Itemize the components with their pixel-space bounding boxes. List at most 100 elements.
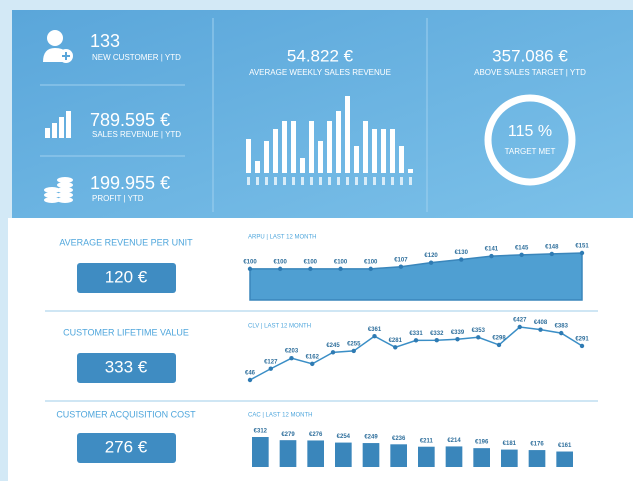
kpi-label: PROFIT | YTD bbox=[92, 194, 144, 203]
data-label: €46 bbox=[245, 371, 256, 377]
point bbox=[496, 342, 502, 348]
side-border bbox=[0, 218, 8, 481]
bar bbox=[381, 129, 386, 173]
data-label: €100 bbox=[304, 259, 318, 265]
point bbox=[459, 257, 464, 262]
data-label: €100 bbox=[364, 259, 378, 265]
bar bbox=[336, 111, 341, 173]
data-label: €236 bbox=[392, 436, 406, 442]
bar bbox=[279, 440, 297, 467]
point bbox=[579, 343, 585, 349]
data-label: €214 bbox=[447, 438, 461, 444]
point bbox=[247, 377, 253, 383]
bar bbox=[473, 448, 490, 467]
data-label: €332 bbox=[430, 331, 444, 337]
bar bbox=[445, 446, 463, 467]
data-label: €203 bbox=[285, 349, 299, 355]
metric-title: CUSTOMER ACQUISITION COST bbox=[56, 409, 196, 419]
bar bbox=[354, 146, 359, 173]
metric-box bbox=[77, 433, 176, 463]
point bbox=[310, 361, 315, 367]
bar bbox=[345, 96, 350, 173]
bar bbox=[252, 437, 269, 467]
metric-value: 276 € bbox=[105, 437, 148, 456]
data-label: €279 bbox=[281, 432, 295, 438]
point bbox=[338, 266, 343, 272]
bar bbox=[390, 444, 407, 467]
data-label: €383 bbox=[555, 324, 569, 330]
metric-value: 333 € bbox=[105, 357, 148, 376]
bar bbox=[327, 121, 332, 173]
point bbox=[538, 327, 543, 332]
data-label: €361 bbox=[368, 327, 382, 333]
data-label: €161 bbox=[558, 443, 572, 449]
bar bbox=[399, 146, 404, 173]
data-label: €148 bbox=[545, 245, 559, 251]
data-label: €254 bbox=[337, 434, 351, 440]
data-label: €127 bbox=[264, 359, 278, 365]
bar bbox=[335, 442, 352, 467]
point bbox=[559, 330, 564, 336]
point bbox=[398, 264, 404, 269]
point bbox=[393, 345, 398, 350]
data-label: €176 bbox=[530, 442, 544, 448]
profit-icon bbox=[44, 177, 73, 203]
data-label: €427 bbox=[513, 318, 527, 324]
point bbox=[455, 337, 460, 342]
data-label: €181 bbox=[503, 441, 517, 447]
bar bbox=[556, 451, 573, 467]
data-label: €196 bbox=[475, 440, 489, 446]
data-label: €298 bbox=[492, 336, 506, 342]
point bbox=[372, 333, 377, 339]
kpi-value: 357.086 € bbox=[492, 46, 568, 65]
metric-title: AVERAGE REVENUE PER UNIT bbox=[59, 237, 193, 247]
metric-title: CUSTOMER LIFETIME VALUE bbox=[63, 327, 189, 337]
ring-label: TARGET MET bbox=[505, 147, 556, 156]
data-label: €353 bbox=[472, 328, 486, 334]
bar bbox=[291, 121, 296, 173]
data-label: €281 bbox=[389, 338, 403, 344]
data-label: €245 bbox=[326, 343, 340, 349]
kpi-label: SALES REVENUE | YTD bbox=[92, 130, 181, 139]
point bbox=[277, 266, 283, 272]
bar bbox=[362, 443, 380, 467]
data-label: €408 bbox=[534, 320, 548, 326]
data-label: €312 bbox=[254, 429, 268, 435]
metric-value: 120 € bbox=[105, 267, 148, 286]
point bbox=[434, 338, 439, 343]
metric-box bbox=[77, 353, 176, 383]
point bbox=[517, 324, 522, 330]
bar bbox=[255, 161, 260, 173]
data-label: €107 bbox=[394, 257, 408, 263]
bar bbox=[309, 121, 314, 173]
data-label: €211 bbox=[420, 438, 434, 444]
kpi-value: 199.955 € bbox=[90, 173, 170, 193]
data-label: €339 bbox=[451, 330, 465, 336]
point bbox=[476, 335, 481, 340]
kpi-label: AVERAGE WEEKLY SALES REVENUE bbox=[249, 68, 391, 77]
point bbox=[308, 266, 313, 272]
customer-icon bbox=[43, 30, 73, 63]
data-label: €100 bbox=[334, 259, 348, 265]
data-label: €141 bbox=[485, 247, 499, 253]
kpi-label: ABOVE SALES TARGET | YTD bbox=[474, 68, 586, 77]
bar bbox=[363, 121, 368, 173]
ring-value: 115 % bbox=[508, 123, 552, 140]
point bbox=[413, 338, 419, 343]
bar bbox=[273, 129, 278, 173]
data-label: €100 bbox=[243, 259, 257, 265]
point bbox=[489, 253, 494, 259]
data-label: €130 bbox=[455, 250, 469, 256]
kpi-value: 133 bbox=[90, 31, 120, 51]
point bbox=[579, 250, 585, 256]
bar bbox=[418, 446, 435, 467]
chart-title: CLV | LAST 12 MONTH bbox=[248, 324, 311, 330]
data-label: €276 bbox=[309, 432, 323, 438]
data-label: €145 bbox=[515, 245, 529, 251]
kpi-label: NEW CUSTOMER | YTD bbox=[92, 53, 181, 62]
data-label: €255 bbox=[347, 342, 361, 348]
bar bbox=[300, 158, 305, 173]
bar bbox=[264, 141, 269, 173]
point bbox=[428, 260, 434, 265]
